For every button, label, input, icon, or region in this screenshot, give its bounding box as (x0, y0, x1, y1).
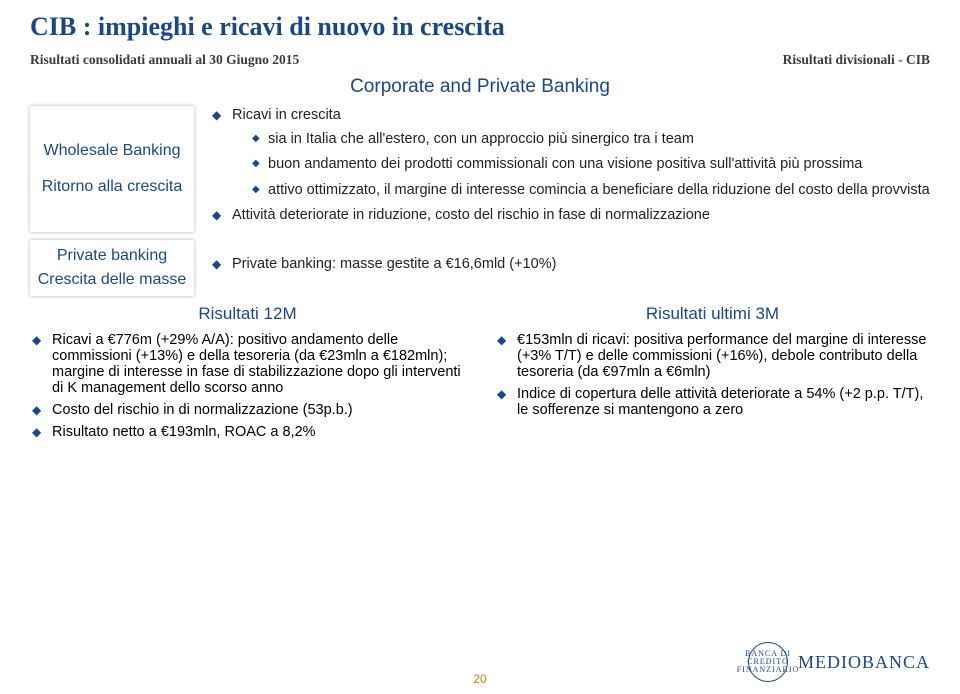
bullet-item: Risultato netto a €193mln, ROAC a 8,2% (30, 424, 465, 440)
page-number: 20 (473, 672, 486, 686)
bullet-item: Private banking: masse gestite a €16,6ml… (210, 255, 556, 275)
box-private: Private banking Crescita delle masse (30, 240, 194, 296)
box-wholesale-line2: Ritorno alla crescita (42, 175, 183, 199)
logo-seal-text: BANCA DI CREDITO FINANZIARIO (737, 650, 800, 674)
box-wholesale: Wholesale Banking Ritorno alla crescita (30, 106, 194, 232)
subtitle-row: Risultati consolidati annuali al 30 Giug… (30, 52, 930, 68)
sub-bullet-item: sia in Italia che all'estero, con un app… (248, 130, 930, 150)
sub-bullet-item: attivo ottimizzato, il margine di intere… (248, 181, 930, 201)
box-private-line2: Crescita delle masse (38, 268, 187, 292)
section-header: Corporate and Private Banking (30, 76, 930, 98)
page-title: CIB : impieghi e ricavi di nuovo in cres… (30, 12, 930, 42)
col-12m: Risultati 12M Ricavi a €776m (+29% A/A):… (30, 304, 465, 446)
subtitle-right: Risultati divisionali - CIB (783, 52, 930, 68)
bottom-columns: Risultati 12M Ricavi a €776m (+29% A/A):… (30, 304, 930, 446)
bullets-private: Private banking: masse gestite a €16,6ml… (210, 240, 930, 296)
col-3m-title: Risultati ultimi 3M (495, 304, 930, 324)
bullet-item: Attività deteriorate in riduzione, costo… (210, 206, 930, 226)
footer-logo: BANCA DI CREDITO FINANZIARIO MEDIOBANCA (748, 642, 930, 682)
col-12m-title: Risultati 12M (30, 304, 465, 324)
box-private-line1: Private banking (57, 244, 167, 268)
bullet-item: Ricavi a €776m (+29% A/A): positivo anda… (30, 332, 465, 396)
col-3m: Risultati ultimi 3M €153mln di ricavi: p… (495, 304, 930, 446)
box-wholesale-line1: Wholesale Banking (44, 139, 181, 163)
subtitle-left: Risultati consolidati annuali al 30 Giug… (30, 52, 299, 68)
bullet-text: Ricavi in crescita (232, 107, 341, 123)
bullet-item: Ricavi in crescita sia in Italia che all… (210, 106, 930, 200)
slide-container: CIB : impieghi e ricavi di nuovo in cres… (0, 0, 960, 486)
sub-bullet-item: buon andamento dei prodotti commissional… (248, 155, 930, 175)
bullet-item: Costo del rischio in di normalizzazione … (30, 402, 465, 418)
bullet-item: €153mln di ricavi: positiva performance … (495, 332, 930, 380)
bullet-item: Indice di copertura delle attività deter… (495, 386, 930, 418)
logo-wordmark: MEDIOBANCA (798, 652, 930, 673)
bullets-wholesale: Ricavi in crescita sia in Italia che all… (210, 106, 930, 232)
logo-seal-icon: BANCA DI CREDITO FINANZIARIO (748, 642, 788, 682)
row-private: Private banking Crescita delle masse Pri… (30, 240, 930, 296)
row-wholesale: Wholesale Banking Ritorno alla crescita … (30, 106, 930, 232)
